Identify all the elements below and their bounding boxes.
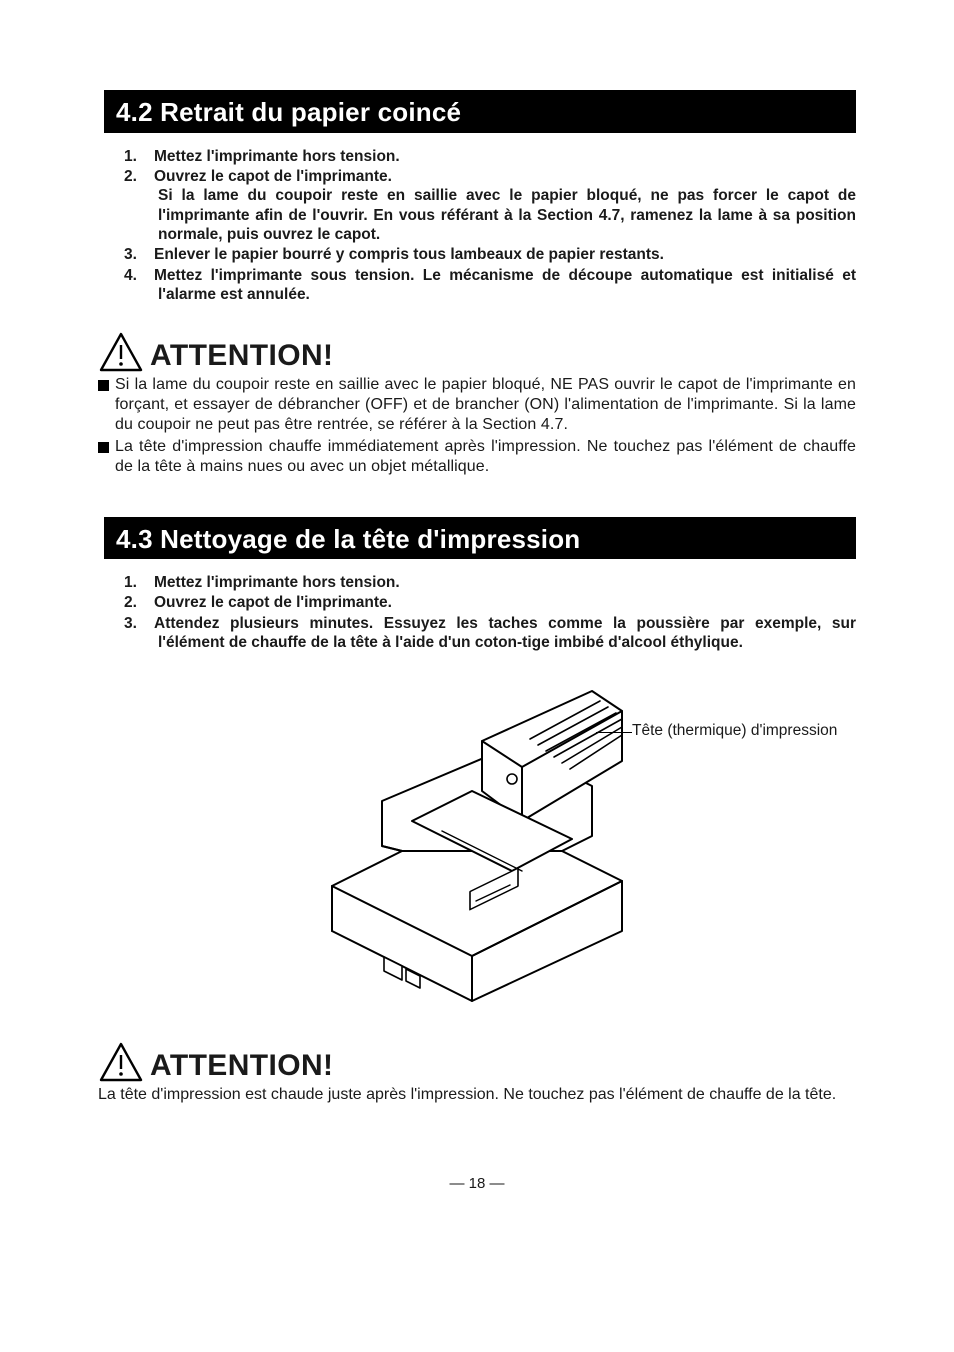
attention-heading-2: ATTENTION! (98, 1041, 856, 1083)
section-43-title: 4.3 Nettoyage de la tête d'impression (104, 523, 846, 556)
figure-callout: Tête (thermique) d'impression (632, 721, 837, 740)
list-item: Mettez l'imprimante sous tension. Le méc… (124, 266, 856, 305)
callout-leader-line (596, 732, 632, 733)
warning-icon (98, 1041, 144, 1083)
list-item: Si la lame du coupoir reste en saillie a… (98, 375, 856, 435)
attention-label-2: ATTENTION! (150, 1051, 333, 1083)
attention-text-2: La tête d'impression est chaude juste ap… (98, 1085, 856, 1105)
printer-illustration (262, 671, 692, 1031)
section-42-title: 4.2 Retrait du papier coincé (104, 96, 846, 129)
square-bullet-icon (98, 442, 109, 453)
list-item: Ouvrez le capot de l'imprimante.Si la la… (124, 167, 856, 245)
step-text: Ouvrez le capot de l'imprimante. (154, 594, 392, 611)
section-43-steps: Mettez l'imprimante hors tension. Ouvrez… (98, 573, 856, 653)
step-text: Ouvrez le capot de l'imprimante.Si la la… (154, 168, 856, 243)
list-item: Mettez l'imprimante hors tension. (124, 573, 856, 592)
header-stripe (98, 517, 104, 560)
bullet-text: Si la lame du coupoir reste en saillie a… (115, 375, 856, 435)
list-item: Ouvrez le capot de l'imprimante. (124, 593, 856, 612)
list-item: Mettez l'imprimante hors tension. (124, 147, 856, 166)
section-42-steps: Mettez l'imprimante hors tension. Ouvrez… (98, 147, 856, 305)
step-text: Mettez l'imprimante hors tension. (154, 148, 400, 165)
step-text: Enlever le papier bourré y compris tous … (154, 246, 664, 263)
step-text: Mettez l'imprimante sous tension. Le méc… (154, 267, 856, 303)
header-stripe (98, 90, 104, 133)
list-item: Attendez plusieurs minutes. Essuyez les … (124, 614, 856, 653)
bullet-text: La tête d'impression chauffe immédiateme… (115, 437, 856, 477)
section-42-header: 4.2 Retrait du papier coincé (98, 90, 856, 133)
list-item: La tête d'impression chauffe immédiateme… (98, 437, 856, 477)
page-number: — 18 — (98, 1175, 856, 1194)
step-text: Attendez plusieurs minutes. Essuyez les … (154, 615, 856, 651)
square-bullet-icon (98, 380, 109, 391)
list-item: Enlever le papier bourré y compris tous … (124, 245, 856, 264)
attention-label-1: ATTENTION! (150, 341, 333, 373)
section-42-bullets: Si la lame du coupoir reste en saillie a… (98, 375, 856, 477)
attention-heading-1: ATTENTION! (98, 331, 856, 373)
printer-figure: Tête (thermique) d'impression (98, 671, 856, 1031)
step-text: Mettez l'imprimante hors tension. (154, 574, 400, 591)
section-43-header: 4.3 Nettoyage de la tête d'impression (98, 517, 856, 560)
warning-icon (98, 331, 144, 373)
